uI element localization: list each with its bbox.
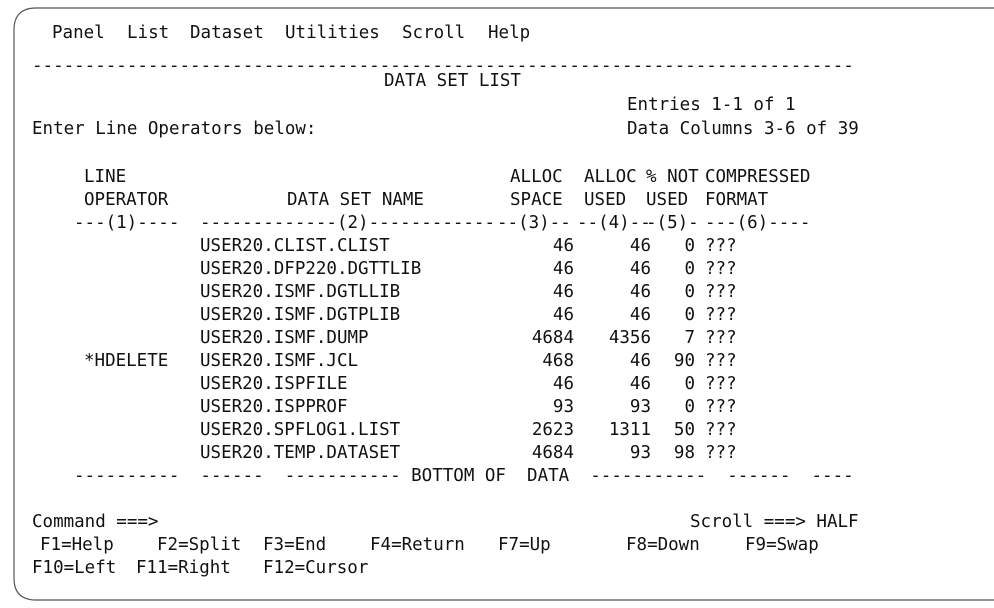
column-header: USED xyxy=(646,190,689,210)
cell: ??? xyxy=(705,259,737,279)
cell: 4684 xyxy=(531,328,574,348)
cell: 0 xyxy=(684,397,695,417)
function-key[interactable]: F10=Left xyxy=(32,558,117,578)
cell: ??? xyxy=(705,305,737,325)
column-rule: -------------(2)------------ xyxy=(200,213,496,233)
cell: 4684 xyxy=(531,443,574,463)
column-rule: --(3)-- xyxy=(497,213,571,233)
cell: 46 xyxy=(629,351,651,371)
column-header: USED xyxy=(584,190,627,210)
bottom-of-data: ---------- ------ ----------- BOTTOM OF … xyxy=(74,466,854,486)
cell: ??? xyxy=(705,236,737,256)
column-header: FORMAT xyxy=(705,190,769,210)
column-header: ALLOC xyxy=(510,167,563,187)
menu-item[interactable]: List xyxy=(127,23,170,43)
cell: 0 xyxy=(684,374,695,394)
cell: ??? xyxy=(705,374,737,394)
scroll-setting[interactable]: Scroll ===> HALF xyxy=(690,512,859,532)
column-header: DATA SET NAME xyxy=(287,190,424,210)
cell: ??? xyxy=(705,282,737,302)
function-key[interactable]: F2=Split xyxy=(157,535,242,555)
cell: USER20.ISMF.DUMP xyxy=(200,328,369,348)
command-prompt[interactable]: Command ===> xyxy=(32,512,159,532)
menu-item[interactable]: Panel xyxy=(52,23,105,43)
line-operator[interactable]: *HDELETE xyxy=(84,351,169,371)
cell: 90 xyxy=(673,351,695,371)
cell: USER20.ISMF.DGTLLIB xyxy=(200,282,401,302)
cell: USER20.DFP220.DGTTLIB xyxy=(200,259,422,279)
column-rule: --(4)-- xyxy=(577,213,651,233)
entries: Entries 1-1 of 1 xyxy=(627,95,796,115)
function-key[interactable]: F12=Cursor xyxy=(263,558,369,578)
cell: 46 xyxy=(552,236,574,256)
cell: 46 xyxy=(552,259,574,279)
menu-item[interactable]: Utilities xyxy=(285,23,380,43)
column-header: COMPRESSED xyxy=(705,167,811,187)
column-header: OPERATOR xyxy=(84,190,169,210)
cell: 93 xyxy=(629,443,651,463)
cell: USER20.ISPPROF xyxy=(200,397,348,417)
function-key[interactable]: F8=Down xyxy=(626,535,700,555)
cell: 46 xyxy=(629,374,651,394)
column-rule: ---(6)---- xyxy=(705,213,811,233)
menu-item[interactable]: Help xyxy=(488,23,531,43)
cell: 50 xyxy=(673,420,695,440)
cell: 46 xyxy=(552,374,574,394)
cell: 46 xyxy=(552,305,574,325)
cell: 7 xyxy=(684,328,695,348)
cell: 46 xyxy=(629,305,651,325)
cell: 0 xyxy=(684,305,695,325)
function-key[interactable]: F7=Up xyxy=(498,535,551,555)
instruction: Enter Line Operators below: xyxy=(32,119,317,139)
menu-item[interactable]: Dataset xyxy=(190,23,264,43)
cell: ??? xyxy=(705,420,737,440)
cell: USER20.ISPFILE xyxy=(200,374,348,394)
cell: 468 xyxy=(542,351,574,371)
column-header: SPACE xyxy=(510,190,563,210)
cell: 2623 xyxy=(531,420,574,440)
cell: ??? xyxy=(705,443,737,463)
column-rule: -(5)- xyxy=(646,213,699,233)
cell: 46 xyxy=(629,259,651,279)
data-columns: Data Columns 3-6 of 39 xyxy=(627,119,859,139)
cell: 46 xyxy=(552,282,574,302)
separator: ----------------------------------------… xyxy=(32,56,854,76)
cell: ??? xyxy=(705,351,737,371)
function-key[interactable]: F11=Right xyxy=(136,558,231,578)
menu-item[interactable]: Scroll xyxy=(402,23,466,43)
function-key[interactable]: F3=End xyxy=(263,535,327,555)
cell: 4356 xyxy=(608,328,651,348)
cell: USER20.SPFLOG1.LIST xyxy=(200,420,401,440)
cell: USER20.ISMF.JCL xyxy=(200,351,359,371)
cell: 0 xyxy=(684,282,695,302)
function-key[interactable]: F4=Return xyxy=(370,535,465,555)
cell: 0 xyxy=(684,236,695,256)
column-header: LINE xyxy=(84,167,127,187)
cell: 46 xyxy=(629,282,651,302)
cell: 0 xyxy=(684,259,695,279)
column-rule: ---(1)---- xyxy=(74,213,180,233)
cell: 1311 xyxy=(608,420,651,440)
cell: 98 xyxy=(673,443,695,463)
cell: 46 xyxy=(629,236,651,256)
column-header: % NOT xyxy=(646,167,699,187)
function-key[interactable]: F1=Help xyxy=(40,535,114,555)
cell: USER20.ISMF.DGTPLIB xyxy=(200,305,401,325)
cell: 93 xyxy=(629,397,651,417)
cell: ??? xyxy=(705,397,737,417)
function-key[interactable]: F9=Swap xyxy=(745,535,819,555)
panel-title: DATA SET LIST xyxy=(384,71,521,91)
column-header: ALLOC xyxy=(584,167,637,187)
cell: 93 xyxy=(552,397,574,417)
cell: USER20.TEMP.DATASET xyxy=(200,443,401,463)
cell: USER20.CLIST.CLIST xyxy=(200,236,390,256)
cell: ??? xyxy=(705,328,737,348)
